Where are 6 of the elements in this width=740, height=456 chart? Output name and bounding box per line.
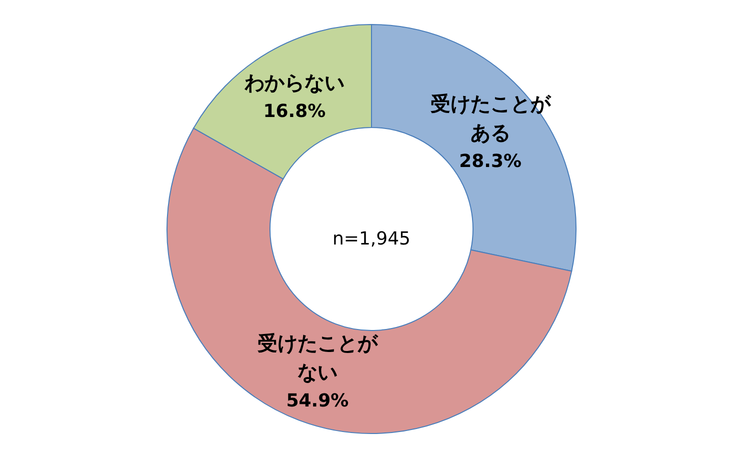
- data-label: 54.9%: [286, 390, 349, 412]
- slice-label: わからない: [243, 70, 344, 94]
- data-label: 16.8%: [263, 100, 326, 122]
- text: n=1,945: [332, 228, 411, 250]
- slice-label: 受けたことがない: [257, 331, 378, 384]
- data-label: 28.3%: [459, 151, 522, 172]
